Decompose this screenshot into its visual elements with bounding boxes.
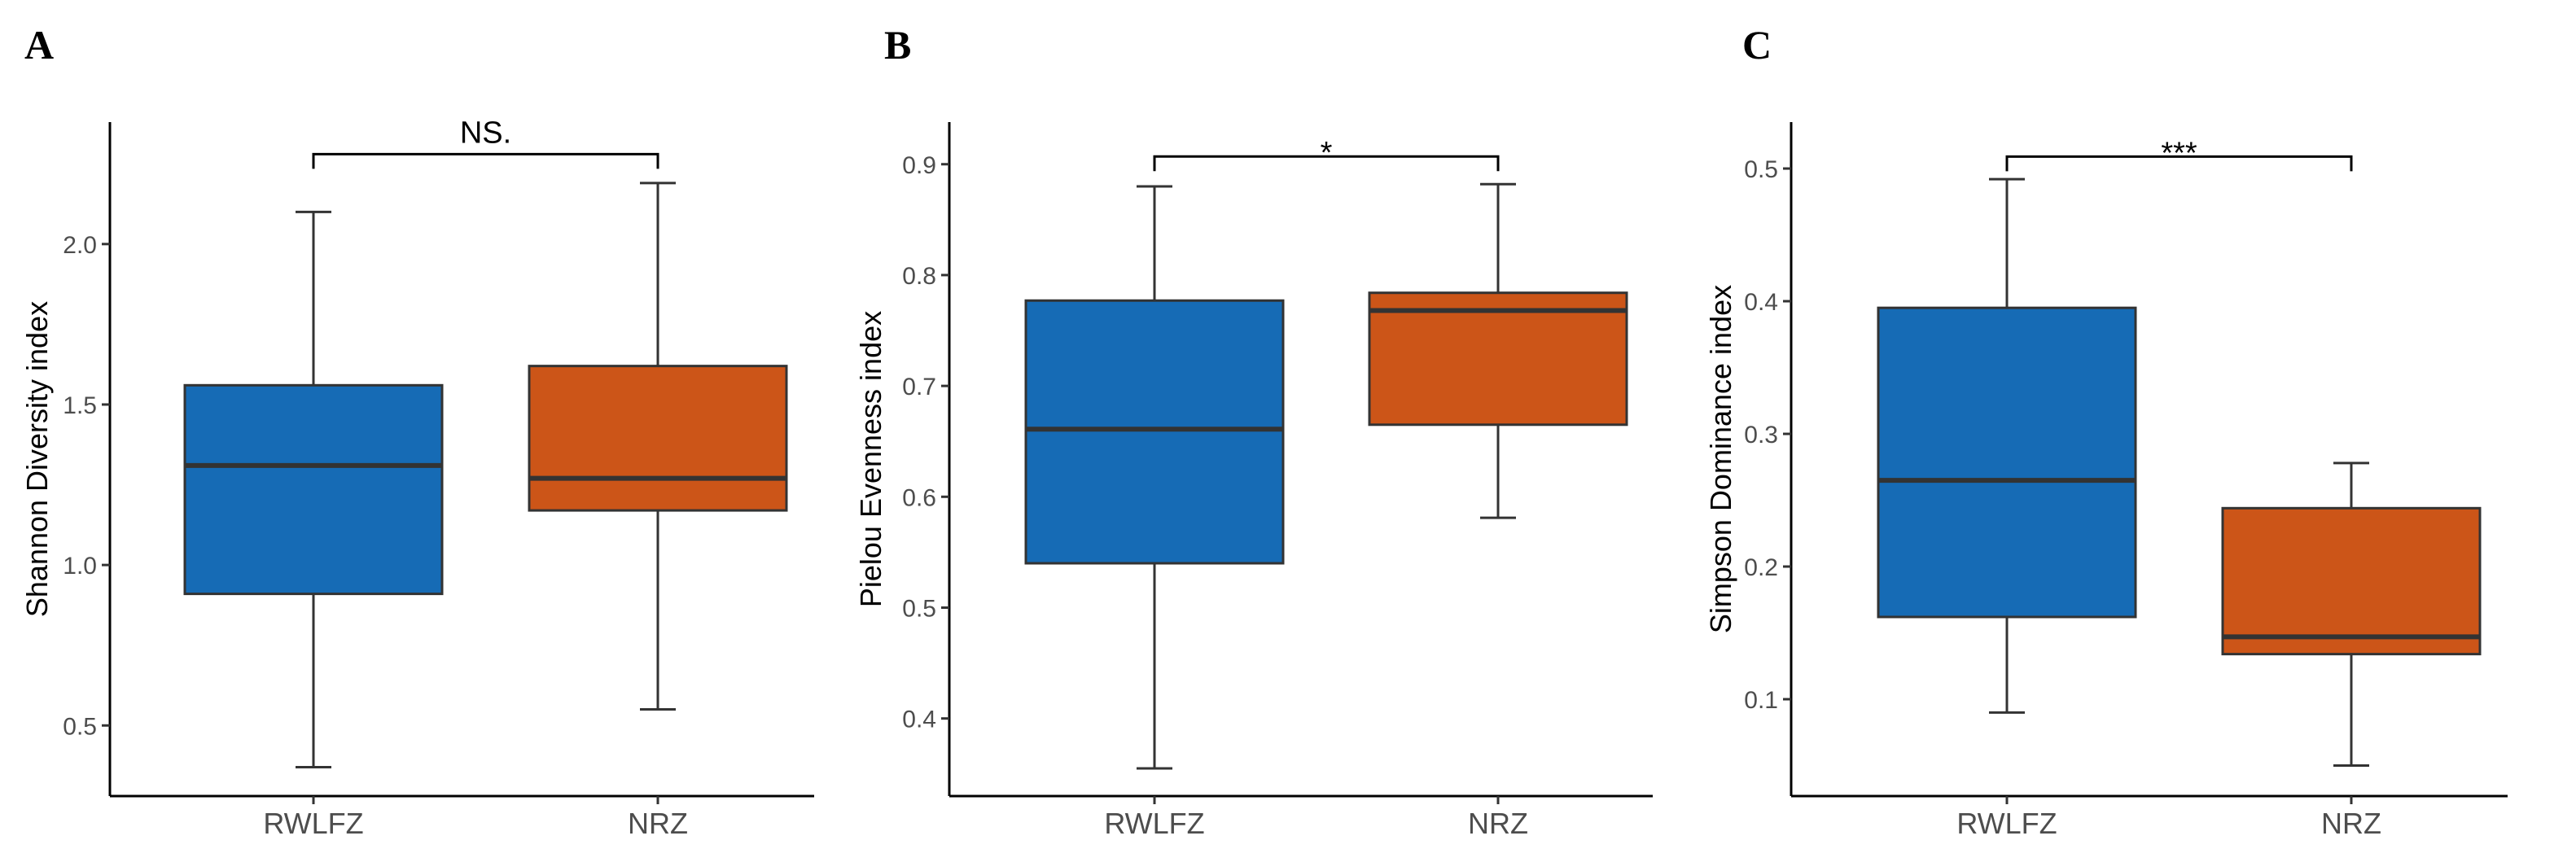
y-tick-label: 0.2 [1744,554,1778,581]
x-tick-label: RWLFZ [1956,807,2057,840]
significance-bracket [2005,155,2353,172]
y-tick-label: 0.4 [902,707,936,733]
y-tick-label: 0.1 [1744,687,1778,714]
boxplot-rwlfz [1024,185,1285,770]
y-tick-label: 0.9 [902,152,936,179]
y-tick-label: 1.0 [63,553,97,580]
boxplot-nrz [2221,462,2482,768]
panel-letter: C [1742,22,1772,68]
significance-label: NS. [460,116,511,150]
boxplot-rwlfz [1877,177,2137,714]
panel-c: C Simpson Dominance index 0.1 0.2 0.3 0.4 0.5 R… [1704,22,2508,840]
y-tick-label: 0.5 [63,713,97,740]
y-tick-label: 1.5 [63,392,97,419]
panel-b: B Pielou Evenness index 0.4 0.5 0.6 0.7 0.8 0.9… [854,22,1653,840]
y-tick-label: 0.5 [1744,156,1778,183]
y-tick-label: 0.8 [902,263,936,290]
x-tick-label: RWLFZ [1104,807,1204,840]
significance-label: *** [2161,136,2197,170]
panel-letter: B [884,22,911,68]
x-tick-label: NRZ [628,807,688,840]
significance-bracket [312,152,659,169]
boxplot-nrz [528,182,788,711]
y-tick-label: 0.7 [902,374,936,400]
box-iqr [1024,299,1285,565]
y-tick-label: 0.5 [902,595,936,622]
box-iqr [1877,306,2137,619]
boxplot-nrz [1368,182,1628,519]
box-iqr [2221,506,2482,656]
box-iqr [528,365,788,512]
panel-letter: A [24,22,54,68]
x-tick-label: RWLFZ [263,807,363,840]
y-tick-label: 2.0 [63,232,97,259]
x-tick-label: NRZ [1468,807,1528,840]
x-tick-label: NRZ [2321,807,2381,840]
y-tick-label: 0.4 [1744,289,1778,316]
y-tick-label: 0.3 [1744,422,1778,449]
y-axis-label: Simpson Dominance index [1704,285,1737,633]
significance-bracket [1153,155,1500,172]
panel-a: A Shannon Diversity index 0.5 1.0 1.5 2.0 RWLF… [20,22,814,840]
box-iqr [183,383,444,596]
y-axis-label: Shannon Diversity index [20,301,54,617]
box-iqr [1368,291,1628,427]
significance-label: * [1321,136,1333,170]
y-axis-label: Pielou Evenness index [854,311,887,607]
boxplot-rwlfz [183,210,444,769]
y-tick-label: 0.6 [902,484,936,511]
